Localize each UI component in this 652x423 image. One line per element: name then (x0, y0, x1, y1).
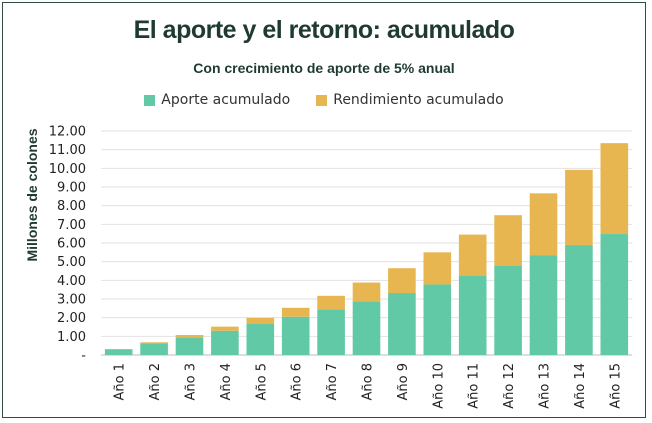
bar-rendimiento (246, 317, 275, 325)
bar-aporte (388, 293, 416, 355)
bar-rendimiento (388, 268, 416, 294)
legend-label-rendimiento: Rendimiento acumulado (333, 92, 504, 108)
y-tick-label: 4.00 (57, 274, 86, 289)
bar-aporte (458, 275, 487, 355)
legend-swatch-rendimiento (316, 94, 328, 106)
y-tick-label: 7.00 (57, 218, 86, 233)
x-tick-label: Año 3 (184, 363, 199, 401)
y-tick-label: 11.00 (49, 143, 86, 158)
bar-rendimiento (140, 342, 168, 344)
x-tick-label: Año 14 (573, 363, 588, 409)
bar-rendimiento (317, 295, 345, 310)
y-tick-label: 2.00 (57, 311, 86, 326)
y-tick-label: 9.00 (57, 181, 86, 196)
bar-rendimiento (175, 335, 204, 338)
bar-aporte (529, 255, 558, 355)
y-tick-label: 10.00 (49, 162, 86, 177)
y-tick-label: 1.00 (57, 330, 86, 345)
bars (104, 143, 629, 355)
bar-aporte (104, 349, 133, 355)
chart-title: El aporte y el retorno: acumulado (133, 16, 515, 44)
x-tick-label: Año 1 (113, 363, 128, 401)
bar-aporte (140, 343, 168, 355)
legend: Aporte acumulado Rendimiento acumulado (0, 92, 648, 108)
x-tick-label: Año 2 (148, 363, 163, 401)
x-tick-label: Año 15 (608, 363, 623, 409)
bar-aporte (317, 309, 345, 355)
y-tick-label: - (81, 349, 86, 364)
legend-item-rendimiento: Rendimiento acumulado (316, 92, 504, 108)
bar-aporte (423, 284, 452, 355)
bar-rendimiento (458, 234, 487, 276)
y-tick-labels: - 1.00 2.00 3.00 4.00 5.00 6.00 7.00 8.00 9.00 10.… (49, 125, 87, 364)
y-tick-label: 6.00 (57, 237, 86, 252)
bar-aporte (175, 337, 204, 355)
legend-label-aporte: Aporte acumulado (161, 92, 291, 108)
bar-rendimiento (211, 326, 239, 331)
chart-subtitle: Con crecimiento de aporte de 5% anual (193, 60, 455, 76)
bar-aporte (565, 245, 593, 355)
x-tick-label: Año 13 (538, 363, 553, 409)
x-tick-label: Año 5 (254, 363, 269, 401)
bar-rendimiento (281, 307, 310, 317)
y-tick-label: 3.00 (57, 293, 86, 308)
bar-rendimiento (494, 215, 522, 266)
legend-swatch-aporte (144, 94, 156, 106)
bar-aporte (600, 234, 629, 355)
x-tick-label: Año 6 (290, 363, 305, 401)
y-tick-label: 8.00 (57, 199, 86, 214)
bar-aporte (246, 324, 275, 355)
x-tick-label: Año 9 (396, 363, 411, 401)
x-tick-label: Año 11 (467, 363, 482, 409)
bar-rendimiento (423, 252, 452, 285)
bar-aporte (352, 301, 381, 355)
bar-rendimiento (352, 282, 381, 302)
y-axis-label: Millones de colones (24, 128, 40, 261)
bar-aporte (281, 316, 310, 355)
x-tick-label: Año 12 (502, 363, 517, 409)
bar-rendimiento (600, 143, 629, 235)
y-tick-label: 12.00 (49, 125, 86, 140)
bar-aporte (494, 265, 522, 355)
bar-rendimiento (565, 169, 593, 246)
bar-rendimiento (529, 193, 558, 256)
x-tick-label: Año 4 (219, 363, 234, 401)
bar-aporte (211, 330, 239, 355)
x-tick-label: Año 8 (361, 363, 376, 401)
x-tick-label: Año 10 (431, 363, 446, 409)
y-tick-label: 5.00 (57, 255, 86, 270)
legend-item-aporte: Aporte acumulado (144, 92, 290, 108)
x-tick-labels: Año 1 Año 2 Año 3 Año 4 Año 5 Año 6 Año 7 Año 8… (113, 363, 624, 409)
x-tick-label: Año 7 (325, 363, 340, 401)
